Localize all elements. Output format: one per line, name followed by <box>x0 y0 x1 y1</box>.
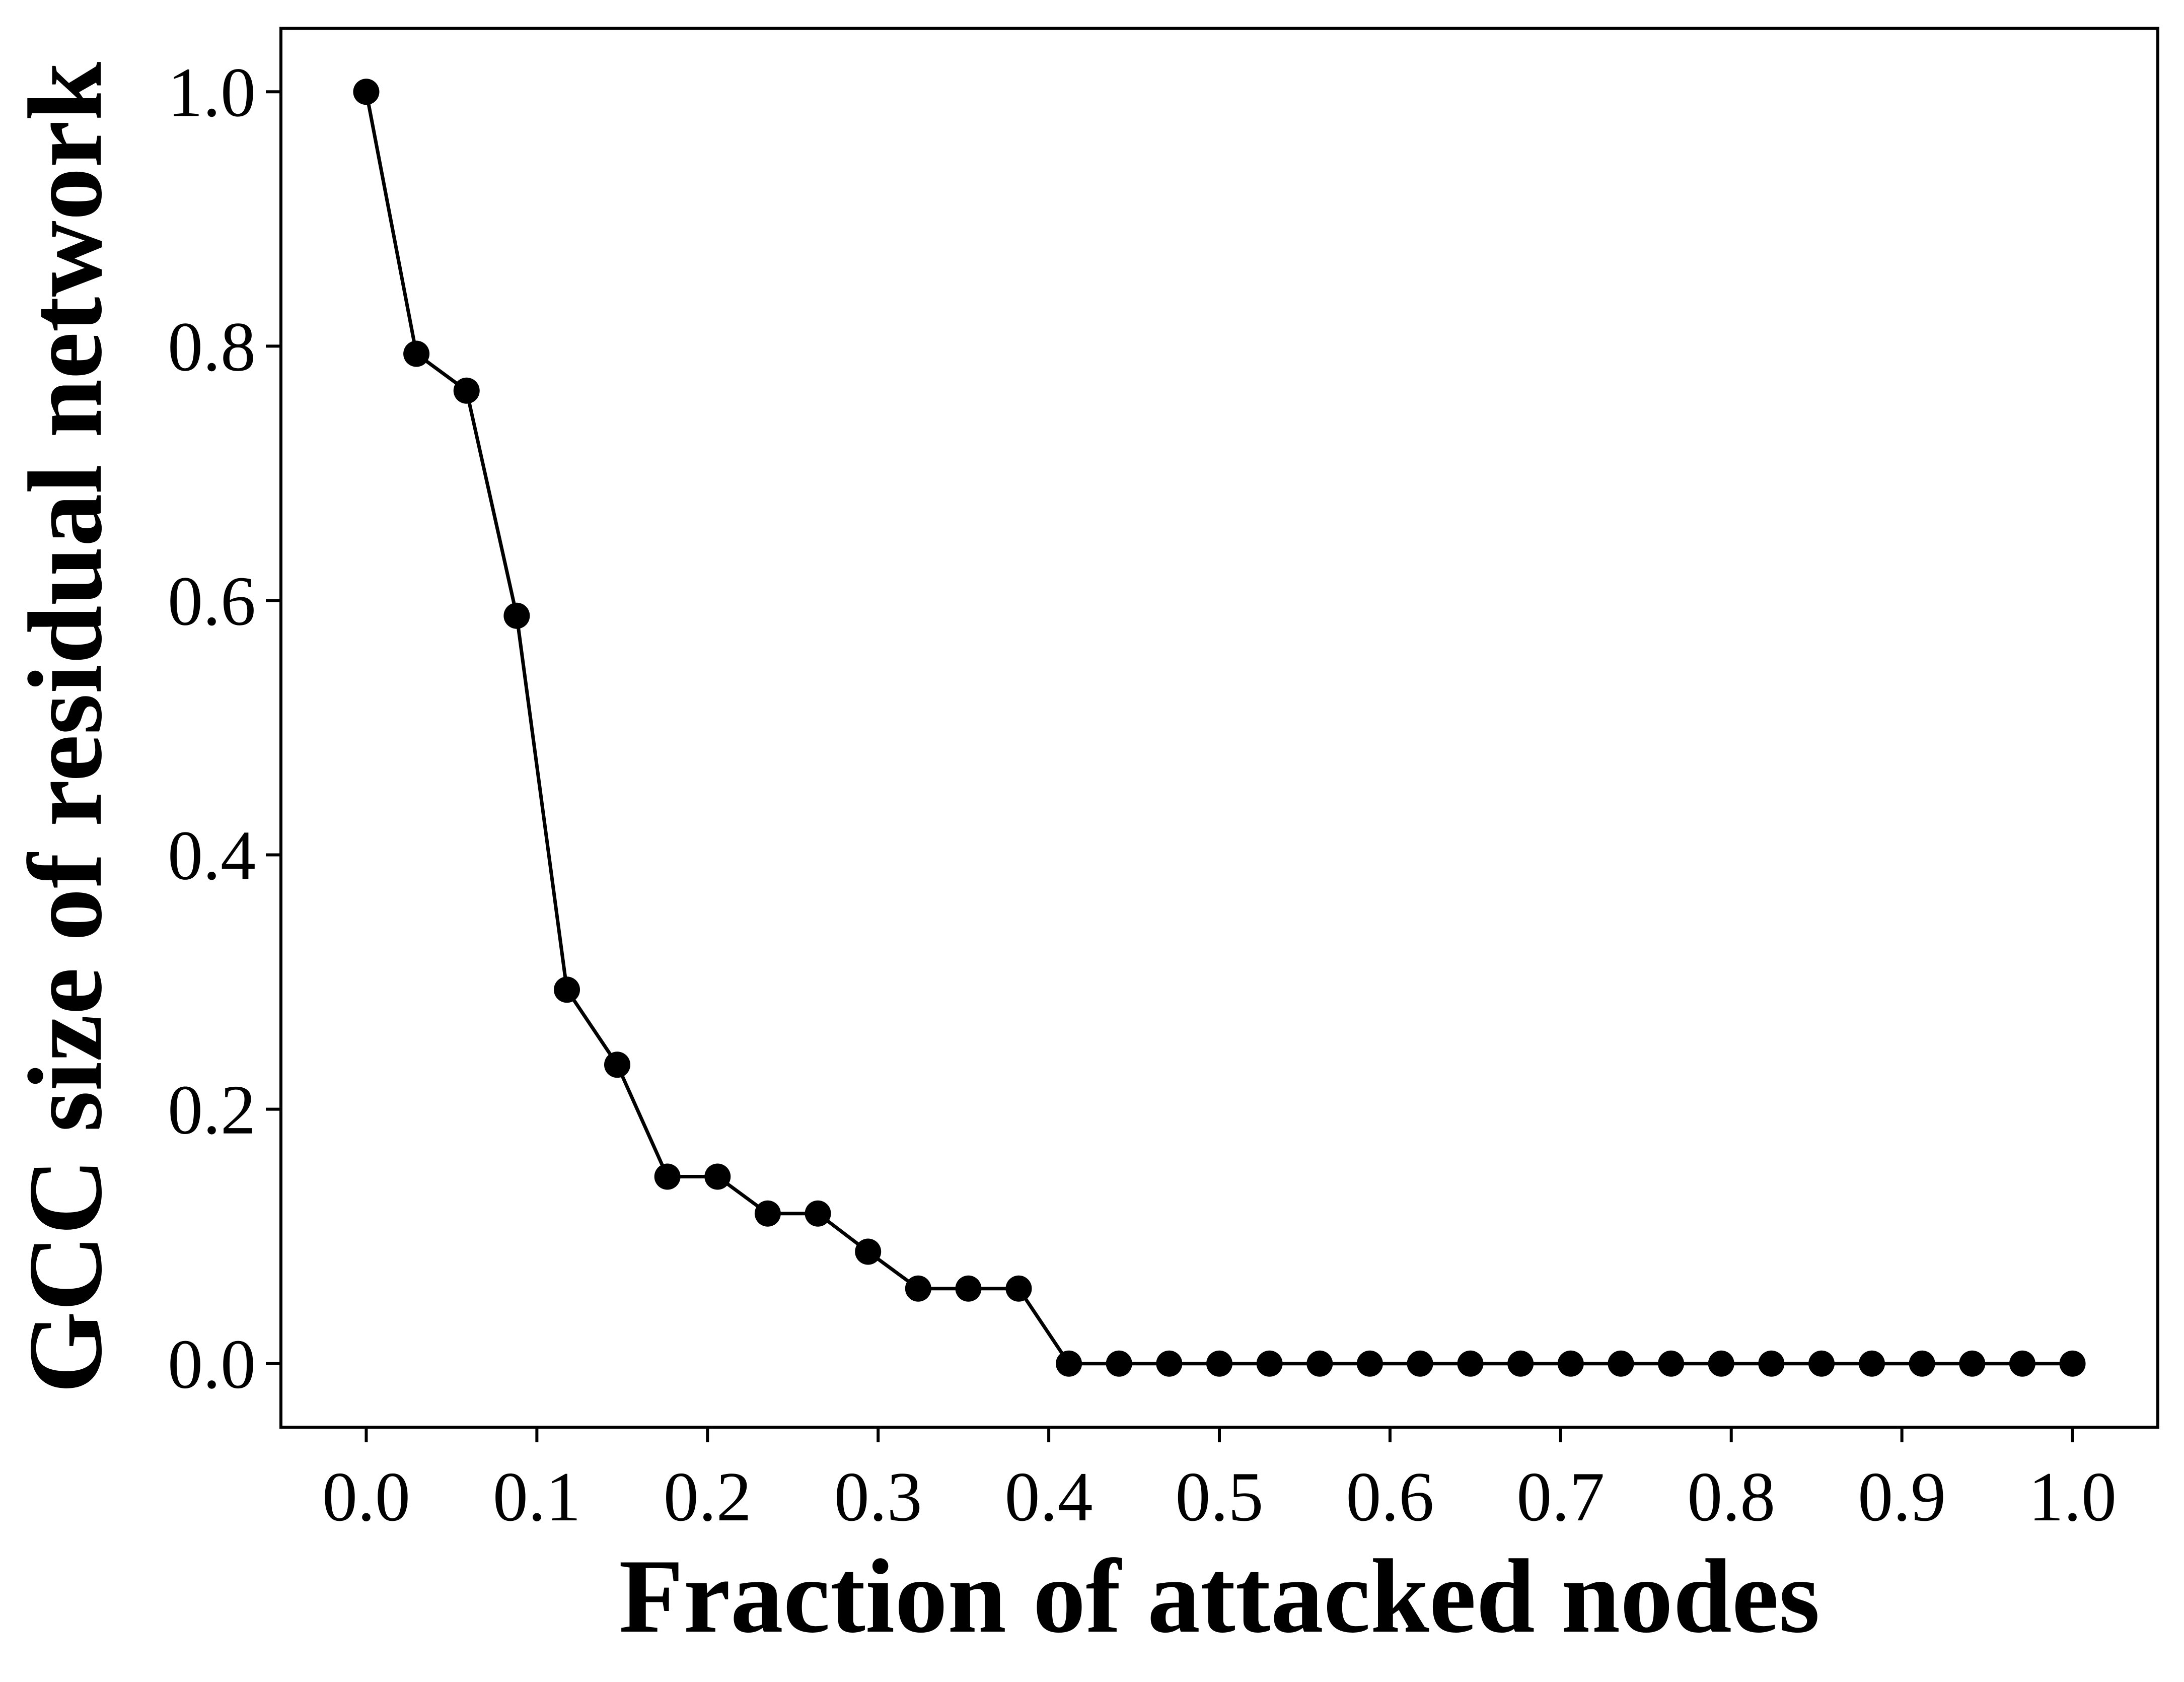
data-point <box>1356 1350 1383 1377</box>
plot-area <box>279 27 2159 1429</box>
data-point <box>1608 1350 1634 1377</box>
series-layer <box>353 79 2086 1377</box>
x-tick-label: 1.0 <box>2028 1458 2117 1536</box>
data-point <box>1005 1275 1032 1302</box>
data-point <box>1507 1350 1534 1377</box>
data-point <box>353 79 380 105</box>
data-point <box>754 1200 781 1227</box>
x-tick-label: 0.8 <box>1687 1458 1775 1536</box>
data-point <box>1407 1350 1433 1377</box>
data-point <box>654 1163 681 1190</box>
data-point <box>1758 1350 1785 1377</box>
data-point <box>1708 1350 1734 1377</box>
data-point <box>554 976 580 1003</box>
data-point <box>453 377 480 404</box>
y-axis-title: GCC size of residual network <box>7 62 124 1393</box>
x-axis: 0.0 0.1 0.2 0.3 0.4 0.5 0.6 0.7 0.8 0.9 1.0 <box>322 1427 2117 1536</box>
data-point <box>1206 1350 1232 1377</box>
data-point <box>1808 1350 1835 1377</box>
data-point <box>955 1275 982 1302</box>
y-tick-label: 0.6 <box>168 562 256 640</box>
data-point <box>604 1052 630 1078</box>
data-point <box>905 1275 931 1302</box>
data-point <box>1306 1350 1333 1377</box>
x-tick-label: 0.4 <box>1005 1458 1093 1536</box>
data-point <box>1658 1350 1685 1377</box>
x-tick-label: 0.7 <box>1516 1458 1605 1536</box>
data-point <box>805 1200 831 1227</box>
data-point <box>1106 1350 1132 1377</box>
x-tick-label: 0.0 <box>322 1458 410 1536</box>
x-tick-label: 0.5 <box>1176 1458 1264 1536</box>
data-point <box>1056 1350 1082 1377</box>
x-tick-label: 0.2 <box>664 1458 752 1536</box>
data-point <box>1256 1350 1283 1377</box>
data-point <box>403 340 430 367</box>
x-tick-label: 0.9 <box>1858 1458 1946 1536</box>
data-point <box>1156 1350 1183 1377</box>
data-point <box>1959 1350 1986 1377</box>
data-point <box>503 602 530 629</box>
y-tick-label: 0.2 <box>168 1071 256 1149</box>
x-tick-label: 0.6 <box>1346 1458 1434 1536</box>
data-point <box>855 1238 882 1265</box>
x-tick-label: 0.1 <box>493 1458 581 1536</box>
data-point <box>2059 1350 2086 1377</box>
data-point <box>1858 1350 1885 1377</box>
data-point <box>1457 1350 1484 1377</box>
y-tick-label: 1.0 <box>168 53 256 131</box>
series-line <box>365 91 2073 1366</box>
y-tick-label: 0.0 <box>168 1325 256 1404</box>
data-point <box>2009 1350 2035 1377</box>
data-point <box>1909 1350 1935 1377</box>
data-point <box>1557 1350 1584 1377</box>
x-tick-label: 0.3 <box>834 1458 922 1536</box>
x-axis-title: Fraction of attacked nodes <box>619 1538 1820 1655</box>
data-point <box>704 1163 731 1190</box>
y-tick-label: 0.4 <box>168 817 256 895</box>
y-tick-label: 0.8 <box>168 308 256 386</box>
y-axis: 0.0 0.2 0.4 0.6 0.8 1.0 <box>168 53 281 1404</box>
